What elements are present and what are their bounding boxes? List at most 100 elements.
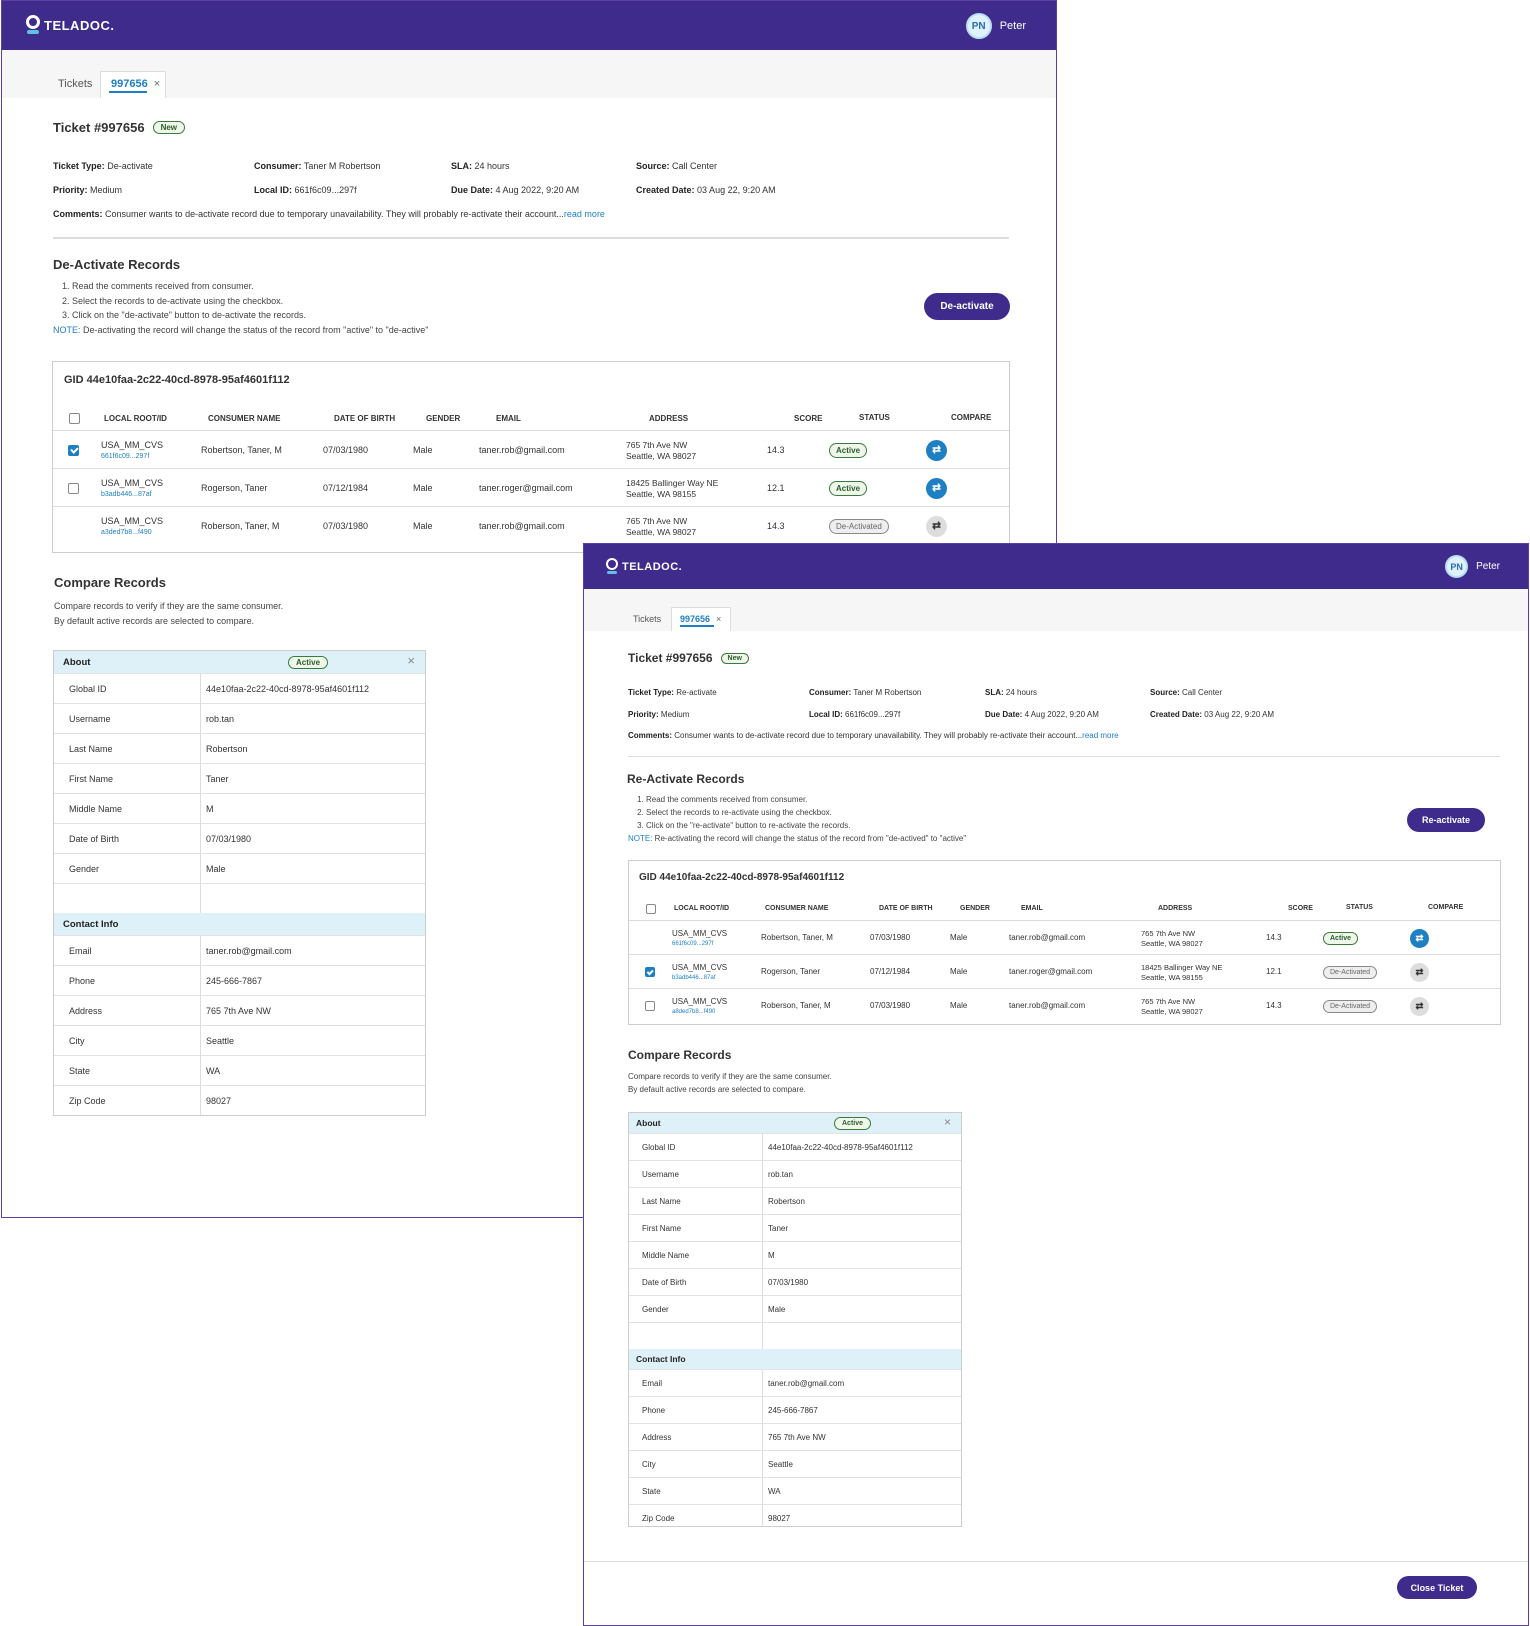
meta-due-date: Due Date: 4 Aug 2022, 9:20 AM (451, 185, 580, 195)
app-header: TELADOC. PN Peter (584, 544, 1528, 589)
address-line-2: Seattle, WA 98027 (1141, 939, 1203, 948)
cell-email: taner.rob@gmail.com (1009, 1001, 1086, 1010)
table-row: USA_MM_CVS 661f6c09...297f Robertson, Tane… (53, 430, 1009, 469)
brand-name: TELADOC. (622, 560, 683, 573)
local-id-link[interactable]: 661f6c09...297f (672, 941, 714, 947)
compare-toggle-icon[interactable]: ⇄ (926, 477, 947, 499)
cell-address: 765 7th Ave NW Seattle, WA 98027 (1141, 997, 1203, 1017)
select-all-checkbox[interactable] (646, 904, 656, 914)
avatar: PN (965, 13, 992, 39)
cell-score: 14.3 (1266, 933, 1282, 942)
local-id-link[interactable]: a3ded7b8...f490 (101, 529, 152, 536)
tab-tickets[interactable]: Tickets (58, 78, 93, 90)
cell-address: 765 7th Ave NW Seattle, WA 98027 (626, 440, 696, 462)
field-label: Email (642, 1378, 663, 1388)
col-dob: DATE OF BIRTH (879, 905, 933, 912)
tab-underline (109, 91, 147, 93)
status-badge: De-Activated (1323, 1000, 1378, 1013)
section-title: Re-Activate Records (627, 772, 745, 786)
field-value: Seattle (768, 1459, 793, 1469)
tab-tickets[interactable]: Tickets (633, 614, 662, 624)
meta-created-date: Created Date: 03 Aug 22, 9:20 AM (1150, 710, 1275, 719)
spacer-row (54, 883, 425, 914)
cell-score: 14.3 (767, 444, 785, 455)
compare-row: Last Name Robertson (54, 733, 425, 764)
compare-toggle-icon[interactable]: ⇄ (1410, 996, 1429, 1016)
close-tab-icon[interactable]: × (153, 78, 161, 90)
compare-row: Username rob.tan (629, 1160, 961, 1188)
reactivate-button[interactable]: Re-activate (1407, 808, 1485, 832)
cell-consumer-name: Robertson, Taner, M (761, 933, 833, 942)
compare-row: Phone 245-666-7867 (629, 1396, 961, 1424)
address-line-2: Seattle, WA 98027 (626, 451, 697, 461)
read-more-link[interactable]: read more (1082, 731, 1119, 740)
compare-row: State WA (54, 1055, 425, 1086)
col-address: ADDRESS (649, 414, 689, 423)
row-checkbox[interactable] (68, 482, 79, 494)
local-root: USA_MM_CVS (672, 929, 728, 938)
compare-line-2: By default active records are selected t… (628, 1085, 806, 1094)
field-label: Middle Name (642, 1250, 690, 1260)
section-title: De-Activate Records (53, 257, 181, 272)
cell-address: 18425 Ballinger Way NE Seattle, WA 98155 (1141, 963, 1222, 983)
select-all-checkbox[interactable] (69, 413, 80, 424)
close-icon[interactable]: × (943, 1115, 951, 1129)
compare-row: Phone 245-666-7867 (54, 965, 425, 996)
meta-priority: Priority: Medium (628, 710, 690, 719)
cell-email: taner.rob@gmail.com (479, 520, 565, 531)
local-id-link[interactable]: 661f6c09...297f (101, 453, 150, 460)
compare-row: Zip Code 98027 (629, 1504, 961, 1532)
local-id-link[interactable]: a8ded7b8...f490 (672, 1009, 716, 1015)
row-checkbox[interactable] (68, 444, 79, 456)
compare-toggle-icon[interactable]: ⇄ (926, 515, 947, 537)
compare-row: City Seattle (629, 1450, 961, 1478)
cell-gender: Male (413, 444, 433, 455)
compare-table: About Active × Global ID 44e10faa-2c22-40cd-… (53, 650, 426, 1116)
meta-created-date: Created Date: 03 Aug 22, 9:20 AM (636, 185, 776, 195)
compare-toggle-icon[interactable]: ⇄ (926, 439, 947, 461)
local-id-link[interactable]: b3adb446...87af (672, 975, 716, 981)
tab-ticket[interactable]: 997656 × (671, 607, 731, 631)
read-more-link[interactable]: read more (563, 209, 605, 219)
user-menu[interactable]: PN Peter (1445, 555, 1500, 578)
field-value: rob.tan (206, 713, 235, 724)
compare-toggle-icon[interactable]: ⇄ (1410, 962, 1429, 982)
row-checkbox[interactable] (645, 967, 655, 977)
close-tab-icon[interactable]: × (716, 614, 722, 624)
field-value: WA (206, 1065, 221, 1076)
field-value: 765 7th Ave NW (206, 1005, 271, 1016)
row-checkbox[interactable] (645, 1001, 655, 1011)
field-label: State (69, 1065, 91, 1076)
deactivate-button[interactable]: De-activate (924, 293, 1010, 320)
note-text: NOTE: De-activating the record will chan… (53, 325, 429, 335)
tab-ticket[interactable]: 997656 × (100, 71, 166, 98)
field-value: 765 7th Ave NW (768, 1432, 826, 1442)
field-label: Address (69, 1005, 103, 1016)
close-icon[interactable]: × (407, 653, 415, 668)
address-line-2: Seattle, WA 98155 (626, 489, 697, 499)
local-id-link[interactable]: b3adb446...87af (101, 491, 152, 498)
cell-score: 14.3 (767, 520, 785, 531)
field-value: 98027 (206, 1095, 232, 1106)
teladoc-logo[interactable]: TELADOC. (606, 558, 682, 575)
teladoc-logo[interactable]: TELADOC. (26, 15, 114, 35)
footer-divider (584, 1561, 1528, 1562)
field-value: 07/03/1980 (206, 833, 252, 844)
compare-toggle-icon[interactable]: ⇄ (1410, 928, 1429, 948)
address-line-1: 765 7th Ave NW (1141, 929, 1196, 938)
table-row: USA_MM_CVS a8ded7b8...f490 Roberson, Taner… (629, 988, 1500, 1023)
meta-priority: Priority: Medium (53, 185, 123, 195)
instruction-step: Select the records to de-activate using … (72, 294, 306, 309)
meta-local-id: Local ID: 661f6c09...297f (254, 185, 357, 195)
meta-consumer: Consumer: Taner M Robertson (809, 688, 922, 697)
cell-root-id: USA_MM_CVS a3ded7b8...f490 (101, 516, 163, 538)
compare-title: Compare Records (628, 1048, 732, 1062)
close-ticket-button[interactable]: Close Ticket (1397, 1576, 1477, 1599)
record-group: GID 44e10faa-2c22-40cd-8978-95af4601f112… (628, 860, 1501, 1025)
field-label: City (69, 1035, 85, 1046)
meta-source: Source: Call Center (1150, 688, 1223, 697)
field-label: Email (69, 945, 92, 956)
cell-dob: 07/03/1980 (870, 933, 911, 942)
cell-dob: 07/03/1980 (323, 520, 369, 531)
user-menu[interactable]: PN Peter (965, 13, 1026, 39)
